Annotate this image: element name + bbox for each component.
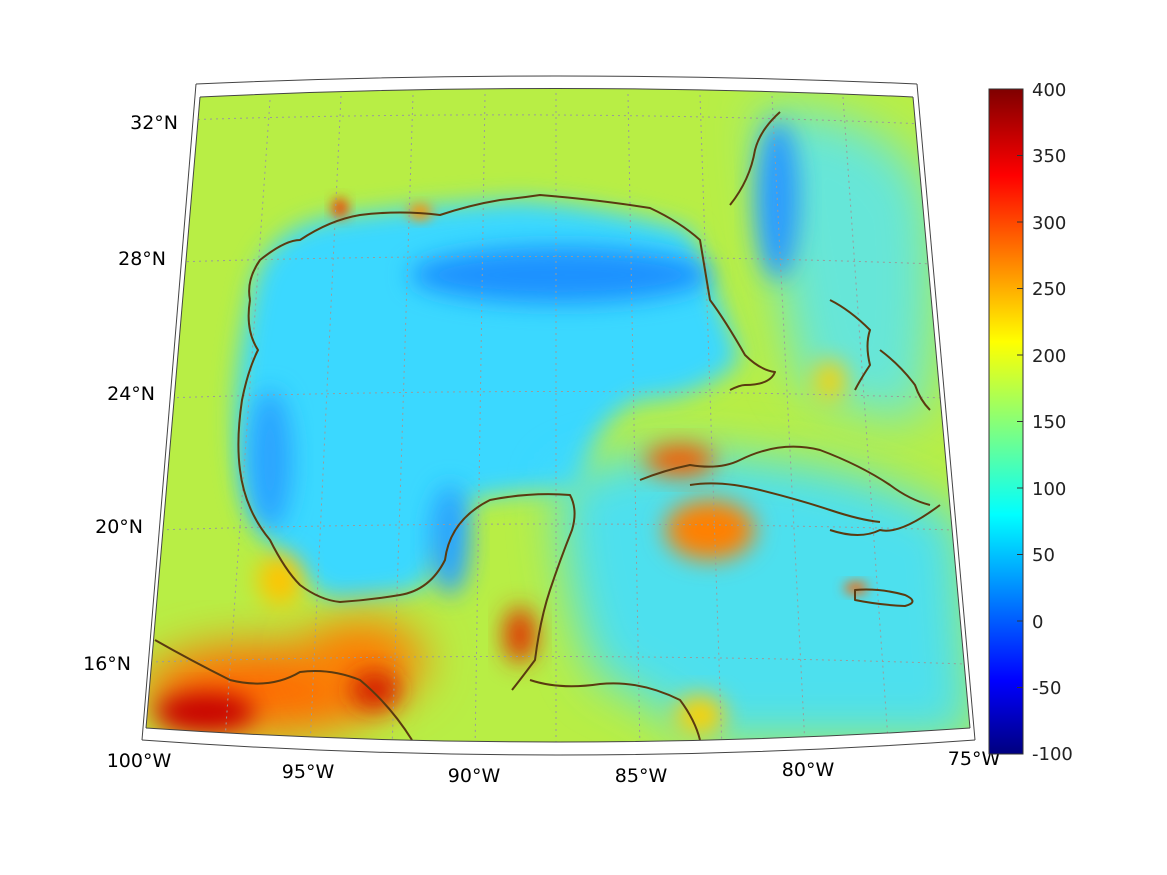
longitude-labels: 100°W 95°W 90°W 85°W 80°W 75°W	[107, 748, 1001, 787]
lat-label-16n: 16°N	[83, 653, 131, 675]
colorbar-label-250: 250	[1032, 279, 1066, 300]
colorbar-label-0: 0	[1032, 612, 1043, 633]
map-field	[146, 88, 970, 742]
colorbar-label-300: 300	[1032, 213, 1066, 234]
colorbar-label-150: 150	[1032, 412, 1066, 433]
caribbean-water	[560, 453, 970, 740]
lon-label-85w: 85°W	[615, 765, 668, 787]
lat-label-32n: 32°N	[130, 112, 178, 134]
lat-label-24n: 24°N	[107, 383, 155, 405]
colorbar-label-minus50: -50	[1032, 678, 1061, 699]
map-frame	[141, 75, 976, 756]
lon-label-100w: 100°W	[107, 750, 172, 772]
lon-label-80w: 80°W	[782, 759, 835, 781]
lat-label-20n: 20°N	[95, 516, 143, 538]
colorbar-label-minus100: -100	[1032, 744, 1073, 765]
lon-label-95w: 95°W	[282, 761, 335, 783]
lon-label-90w: 90°W	[448, 765, 501, 787]
colorbar-label-100: 100	[1032, 479, 1066, 500]
colorbar-label-50: 50	[1032, 545, 1055, 566]
coastlines	[154, 111, 941, 741]
colorbar-label-200: 200	[1032, 346, 1066, 367]
atlantic-water	[760, 110, 934, 420]
colorbar: 400 350 300 250 200 150 100 50 0 -50 -10…	[988, 80, 1073, 765]
latitude-labels: 32°N 28°N 24°N 20°N 16°N	[83, 112, 178, 675]
colorbar-label-400: 400	[1032, 80, 1066, 101]
colorbar-ticks	[1017, 155, 1023, 688]
lat-label-28n: 28°N	[118, 248, 166, 270]
lon-label-75w: 75°W	[948, 748, 1001, 770]
colorbar-label-350: 350	[1032, 146, 1066, 167]
